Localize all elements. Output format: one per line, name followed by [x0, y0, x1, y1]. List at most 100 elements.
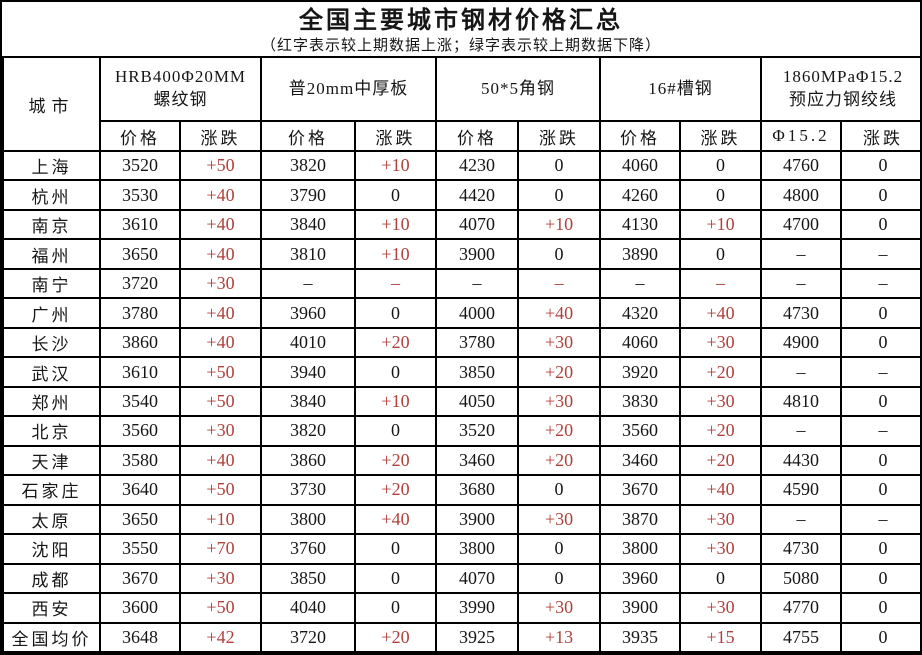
price-cell: 3780	[435, 326, 520, 359]
change-cell: +40	[179, 179, 262, 211]
table-row: 南京 3610 +40 3840 +10 4070 +10 4130 +10 4700 0	[2, 208, 920, 241]
price-cell: 3650	[99, 503, 181, 536]
change-cell: +30	[679, 592, 763, 624]
table-row: 福州 3650 +40 3810 +10 3900 0 3890 0– –	[2, 238, 920, 270]
price-cell: 4000	[435, 297, 520, 329]
price-cell: 3800	[599, 533, 682, 565]
price-cell: 3900	[599, 592, 682, 624]
price-cell: 3925	[435, 621, 520, 653]
change-cell: 0	[353, 415, 438, 447]
change-cell: 0	[353, 533, 438, 565]
change-cell: +10	[517, 208, 602, 241]
change-cell: +40	[179, 444, 262, 477]
page-subtitle: （红字表示较上期数据上涨；绿字表示较上期数据下降）	[260, 38, 661, 54]
price-cell: 3780	[99, 297, 181, 329]
change-cell: +40	[679, 474, 763, 506]
change-cell: –	[679, 267, 763, 300]
sub-header-strand-spec: Φ15.2	[760, 120, 843, 152]
price-cell: 5080	[760, 562, 843, 595]
price-cell: 4130	[599, 208, 682, 241]
change-cell: 0	[840, 562, 920, 595]
price-cell: 4420	[435, 179, 520, 211]
change-cell: 0	[840, 385, 920, 418]
price-cell: –	[435, 267, 520, 300]
table-body: 上海 3520 +50 3820 +10 4230 0 4060 0 4760 0 杭州 3530 +40…	[2, 149, 920, 653]
price-cell: 4010	[260, 326, 356, 359]
change-cell: +20	[353, 474, 438, 506]
change-cell: +10	[353, 385, 438, 418]
change-cell: –	[840, 415, 920, 447]
price-cell: 3640	[99, 474, 181, 506]
price-cell: 3890	[599, 238, 682, 270]
sub-header-rebar-price: 价格	[99, 120, 181, 152]
price-cell: 4430	[760, 444, 843, 477]
title-block: 全国主要城市钢材价格汇总 （红字表示较上期数据上涨；绿字表示较上期数据下降）	[2, 2, 920, 56]
city-cell: 长沙	[2, 326, 101, 359]
city-cell: 南京	[2, 208, 101, 241]
price-cell: 3790	[260, 179, 356, 211]
table-row: 太原 3650 +10 3800 +40 3900 +30 3870 +30– –	[2, 503, 920, 536]
price-cell: –	[760, 503, 843, 536]
table-row: 成都 3670 +30 3850 0 4070 0 3960 0 5080 0	[2, 562, 920, 595]
change-cell: 0	[840, 208, 920, 241]
price-cell: 4590	[760, 474, 843, 506]
change-cell: +42	[179, 621, 262, 653]
change-cell: 0	[517, 562, 602, 595]
price-cell: 3800	[435, 533, 520, 565]
price-cell: 4800	[760, 179, 843, 211]
table-row: 广州 3780 +40 3960 0 4000 +40 4320 +40 4730 0	[2, 297, 920, 329]
change-cell: +20	[679, 444, 763, 477]
price-cell: 4770	[760, 592, 843, 624]
price-cell: 3610	[99, 208, 181, 241]
change-cell: +10	[353, 238, 438, 270]
change-cell: 0	[517, 533, 602, 565]
change-cell: +20	[679, 356, 763, 388]
table-row: 上海 3520 +50 3820 +10 4230 0 4060 0 4760 0	[2, 149, 920, 182]
price-cell: 3520	[99, 149, 181, 182]
table-row: 长沙 3860 +40 4010 +20 3780 +30 4060 +30 4900 0	[2, 326, 920, 359]
change-cell: 0	[353, 179, 438, 211]
sub-header-strand-change: 涨跌	[840, 120, 920, 152]
table-row: 天津 3580 +40 3860 +20 3460 +20 3460 +20 4430 0	[2, 444, 920, 477]
change-cell: +20	[353, 621, 438, 653]
change-cell: +40	[179, 326, 262, 359]
price-cell: 3900	[435, 238, 520, 270]
price-cell: 3520	[435, 415, 520, 447]
price-cell: 3600	[99, 592, 181, 624]
change-cell: 0	[840, 149, 920, 182]
price-cell: 4040	[260, 592, 356, 624]
price-cell: 3860	[99, 326, 181, 359]
change-cell: +40	[179, 208, 262, 241]
group-header-steel-strand-line1: 1860MPaΦ15.2	[782, 67, 904, 87]
price-cell: 4060	[599, 149, 682, 182]
group-header-angle-steel: 50*5角钢	[435, 56, 602, 122]
price-cell: 4230	[435, 149, 520, 182]
price-cell: 3810	[260, 238, 356, 270]
price-cell: 3730	[260, 474, 356, 506]
city-cell: 石家庄	[2, 474, 101, 506]
city-cell: 杭州	[2, 179, 101, 211]
change-cell: 0	[679, 149, 763, 182]
change-cell: +30	[679, 385, 763, 418]
change-cell: +10	[679, 208, 763, 241]
change-cell: +20	[353, 326, 438, 359]
group-header-row: 城市 HRB400Φ20MM 螺纹钢 普20mm中厚板 50*5角钢 16#槽钢	[2, 56, 920, 152]
price-cell: –	[760, 356, 843, 388]
city-cell: 北京	[2, 415, 101, 447]
table-row: 北京 3560 +30 3820 0 3520 +20 3560 +20– –	[2, 415, 920, 447]
change-cell: +10	[353, 149, 438, 182]
price-cell: 4050	[435, 385, 520, 418]
price-cell: 3460	[599, 444, 682, 477]
price-cell: 3650	[99, 238, 181, 270]
change-cell: –	[840, 356, 920, 388]
price-cell: 3990	[435, 592, 520, 624]
change-cell: +50	[179, 474, 262, 506]
change-cell: +20	[517, 444, 602, 477]
table-row: 全国均价 3648 +42 3720 +20 3925 +13 3935 +15 4755 0	[2, 621, 920, 653]
change-cell: +20	[353, 444, 438, 477]
price-cell: –	[260, 267, 356, 300]
change-cell: –	[840, 267, 920, 300]
sub-header-row: 价格 涨跌 价格 涨跌 价格 涨跌 价格 涨跌 Φ15.2 涨跌	[3, 120, 920, 152]
price-cell: 3900	[435, 503, 520, 536]
